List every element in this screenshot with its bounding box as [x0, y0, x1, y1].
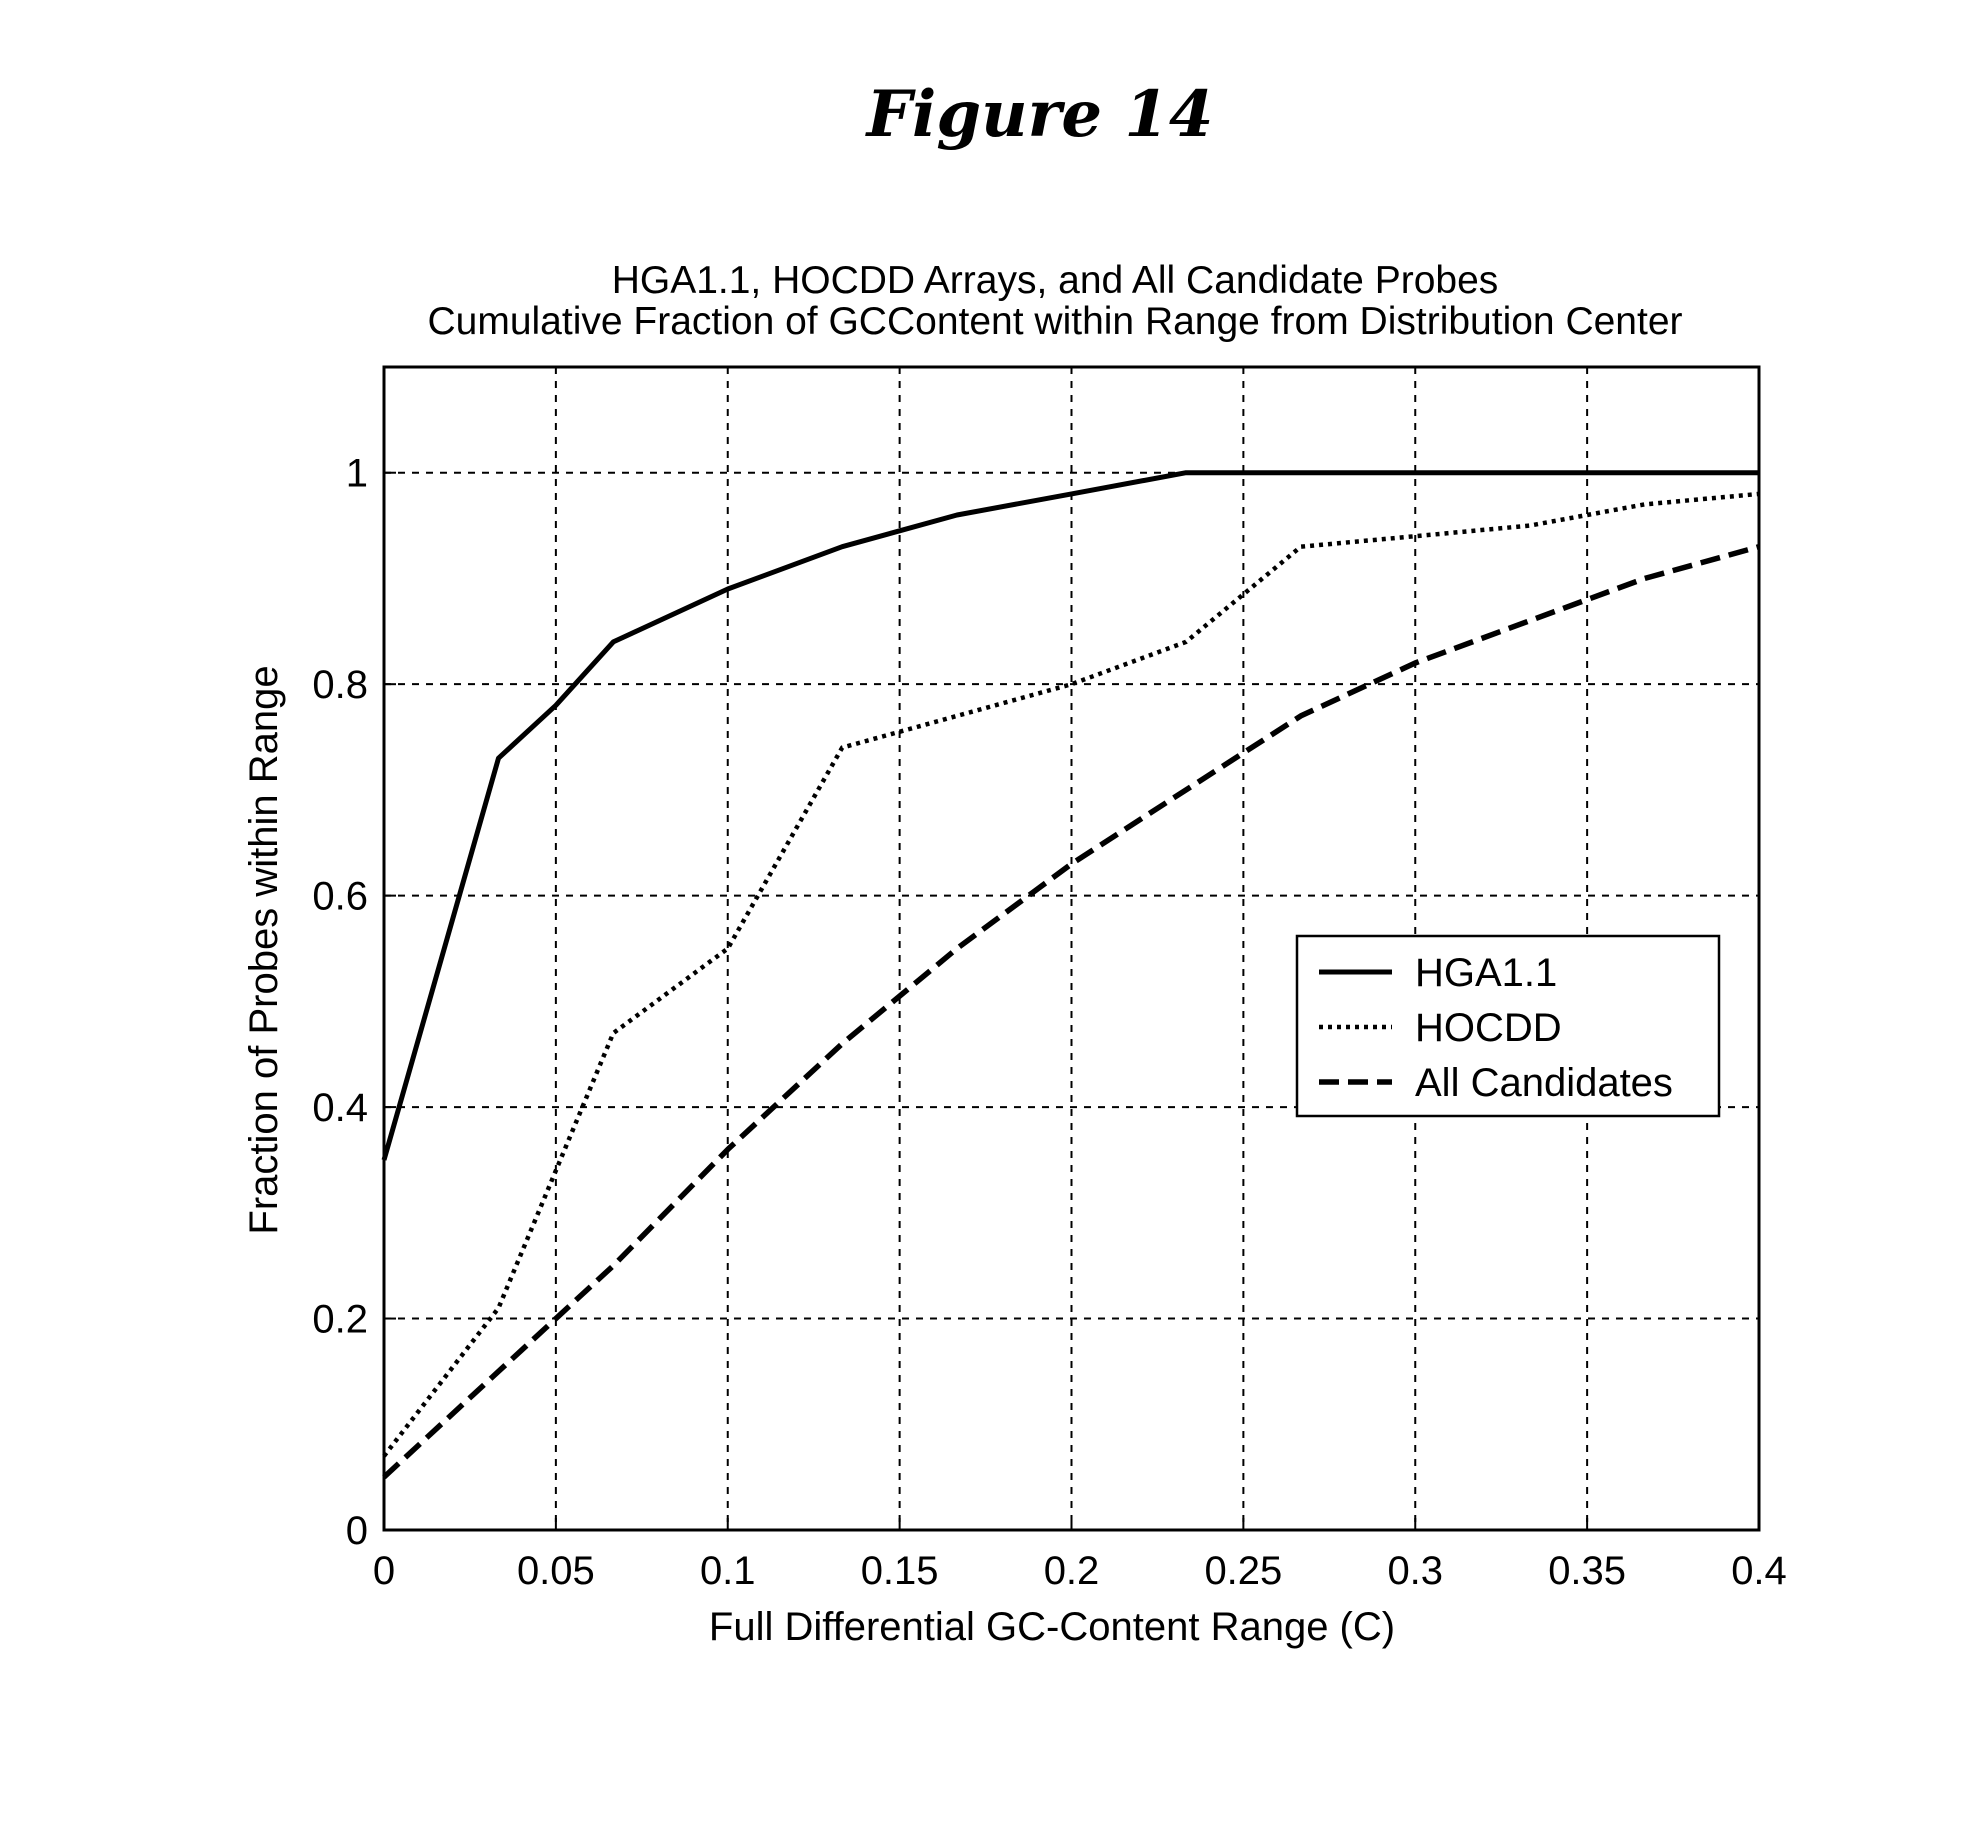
x-tick-label: 0.15: [861, 1549, 939, 1593]
x-tick-label: 0.35: [1548, 1549, 1626, 1593]
legend-label-1: HOCDD: [1415, 1006, 1562, 1050]
plot-title: HGA1.1, HOCDD Arrays, and All Candidate …: [612, 259, 1499, 302]
x-tick-label: 0.05: [517, 1549, 595, 1593]
x-tick-label: 0.3: [1387, 1549, 1443, 1593]
x-tick-label: 0.1: [700, 1549, 756, 1593]
y-tick-label: 0.8: [312, 663, 368, 707]
x-tick-label: 0.4: [1731, 1549, 1787, 1593]
y-tick-label: 1: [346, 452, 368, 496]
x-axis-label: Full Differential GC-Content Range (C): [709, 1605, 1395, 1649]
x-tick-label: 0: [373, 1549, 395, 1593]
legend-label-0: HGA1.1: [1415, 951, 1557, 995]
figure-title: Figure 14: [865, 77, 1214, 152]
y-axis-label: Fraction of Probes within Range: [242, 665, 286, 1234]
y-tick-label: 0.2: [312, 1298, 368, 1342]
legend-label-2: All Candidates: [1415, 1061, 1673, 1105]
x-tick-label: 0.25: [1204, 1549, 1282, 1593]
y-tick-label: 0.6: [312, 875, 368, 919]
x-tick-label: 0.2: [1044, 1549, 1100, 1593]
plot-subtitle: Cumulative Fraction of GCContent within …: [427, 300, 1682, 343]
y-tick-label: 0: [346, 1509, 368, 1553]
y-tick-label: 0.4: [312, 1086, 368, 1130]
legend: HGA1.1 HOCDD All Candidates: [1297, 936, 1719, 1116]
